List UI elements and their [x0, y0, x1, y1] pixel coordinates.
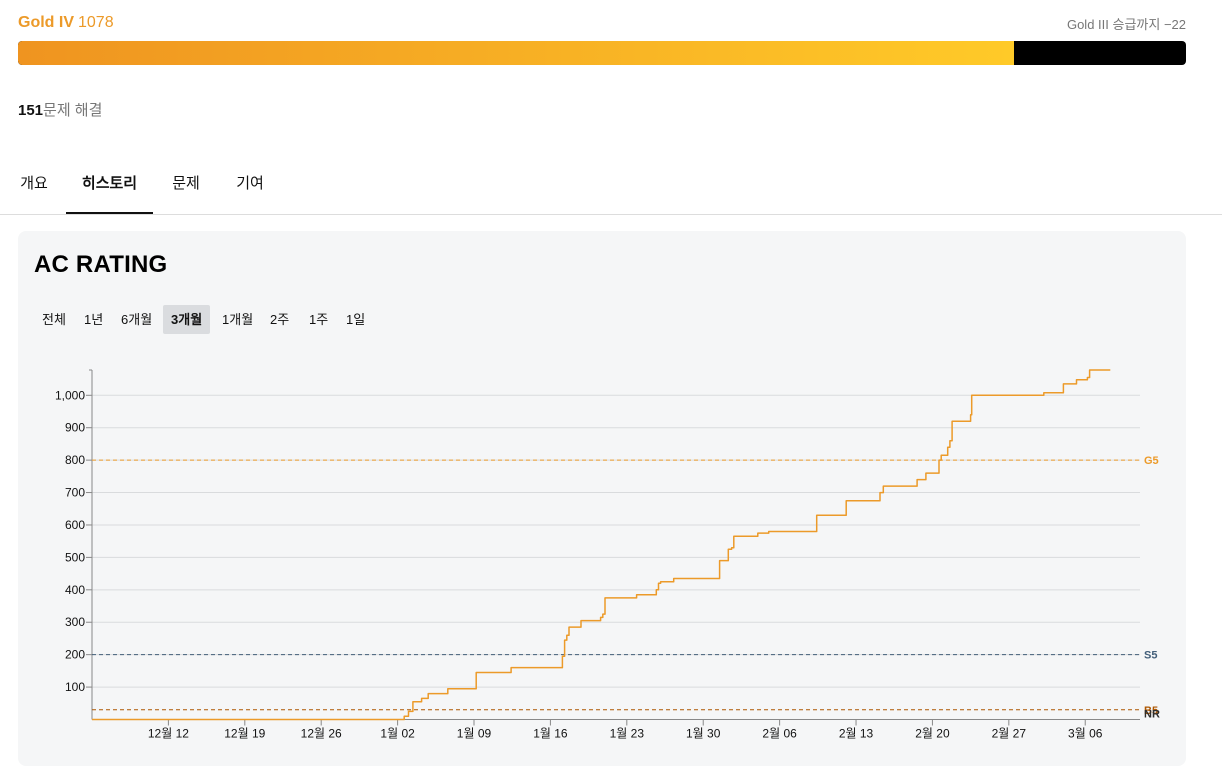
y-tick-label: 100 [65, 680, 85, 694]
solved-count-label: 문제 해결 [43, 102, 103, 119]
solved-count: 151문제 해결 [18, 99, 102, 120]
rating-series-line [92, 369, 1111, 721]
x-tick-label: 2월 20 [915, 727, 950, 741]
y-tick-label: 200 [65, 648, 85, 662]
x-tick-label: 1월 16 [533, 727, 568, 741]
y-tick-label: 500 [65, 550, 85, 564]
x-tick-label: 2월 13 [839, 727, 874, 741]
tier-label-b5: B5 [1144, 705, 1158, 717]
x-tick-label: 1월 23 [610, 727, 645, 741]
rating-chart: 100 200 300 400 500 600 700 800 900 1,000 12월 12 12… [55, 369, 1160, 741]
y-tick-label: 900 [65, 421, 85, 435]
range-1m-button[interactable]: 1개월 [222, 312, 254, 327]
rating-progress-fill [18, 41, 1015, 65]
x-tick-label: 1월 30 [686, 727, 721, 741]
range-3m-button[interactable]: 3개월 [163, 305, 211, 334]
tab-contribution[interactable]: 기여 [236, 175, 264, 192]
tier-header: Gold IV 1078 Gold III 승급까지 −22 [18, 14, 1186, 36]
x-tick-label: 1월 09 [457, 727, 492, 741]
x-tick-label: 12월 19 [224, 727, 265, 741]
range-1w-button[interactable]: 1주 [309, 312, 329, 327]
range-all-button[interactable]: 전체 [42, 312, 66, 327]
tab-history[interactable]: 히스토리 [66, 172, 153, 214]
x-tick-label: 12월 12 [148, 727, 189, 741]
x-tick-label: 3월 06 [1068, 727, 1103, 741]
card-title: AC RATING [34, 251, 168, 278]
tier-name-text: Gold IV [18, 14, 74, 31]
range-6m-button[interactable]: 6개월 [121, 312, 153, 327]
promotion-text: Gold III 승급까지 −22 [1066, 17, 1186, 32]
tier-label-nr: NR [1144, 709, 1160, 721]
tier-label-g5: G5 [1144, 455, 1159, 467]
x-tick-label: 2월 27 [992, 727, 1027, 741]
y-tick-label: 300 [65, 615, 85, 629]
tab-overview[interactable]: 개요 [20, 175, 48, 192]
rating-progress-bar [18, 41, 1186, 65]
y-tick-label: 1,000 [55, 388, 85, 402]
tier-rating: 1078 [78, 14, 114, 31]
tier-label-s5: S5 [1144, 650, 1157, 662]
solved-count-number: 151 [18, 102, 44, 119]
range-1y-button[interactable]: 1년 [84, 312, 104, 327]
tab-problems[interactable]: 문제 [172, 175, 200, 192]
x-tick-label: 12월 26 [301, 727, 342, 741]
y-tick-label: 700 [65, 486, 85, 500]
y-tick-label: 400 [65, 583, 85, 597]
y-tick-label: 600 [65, 518, 85, 532]
y-tick-label: 800 [65, 453, 85, 467]
x-tick-label: 2월 06 [762, 727, 797, 741]
range-2w-button[interactable]: 2주 [270, 312, 290, 327]
x-tick-label: 1월 02 [380, 727, 415, 741]
ac-rating-card: AC RATING 전체 1년 6개월 3개월 1개월 2주 1주 1일 100… [18, 231, 1186, 766]
profile-tabs: 개요 히스토리 문제 기여 [0, 160, 1222, 215]
range-1d-button[interactable]: 1일 [346, 312, 366, 327]
tier-name: Gold IV 1078 [18, 14, 114, 32]
